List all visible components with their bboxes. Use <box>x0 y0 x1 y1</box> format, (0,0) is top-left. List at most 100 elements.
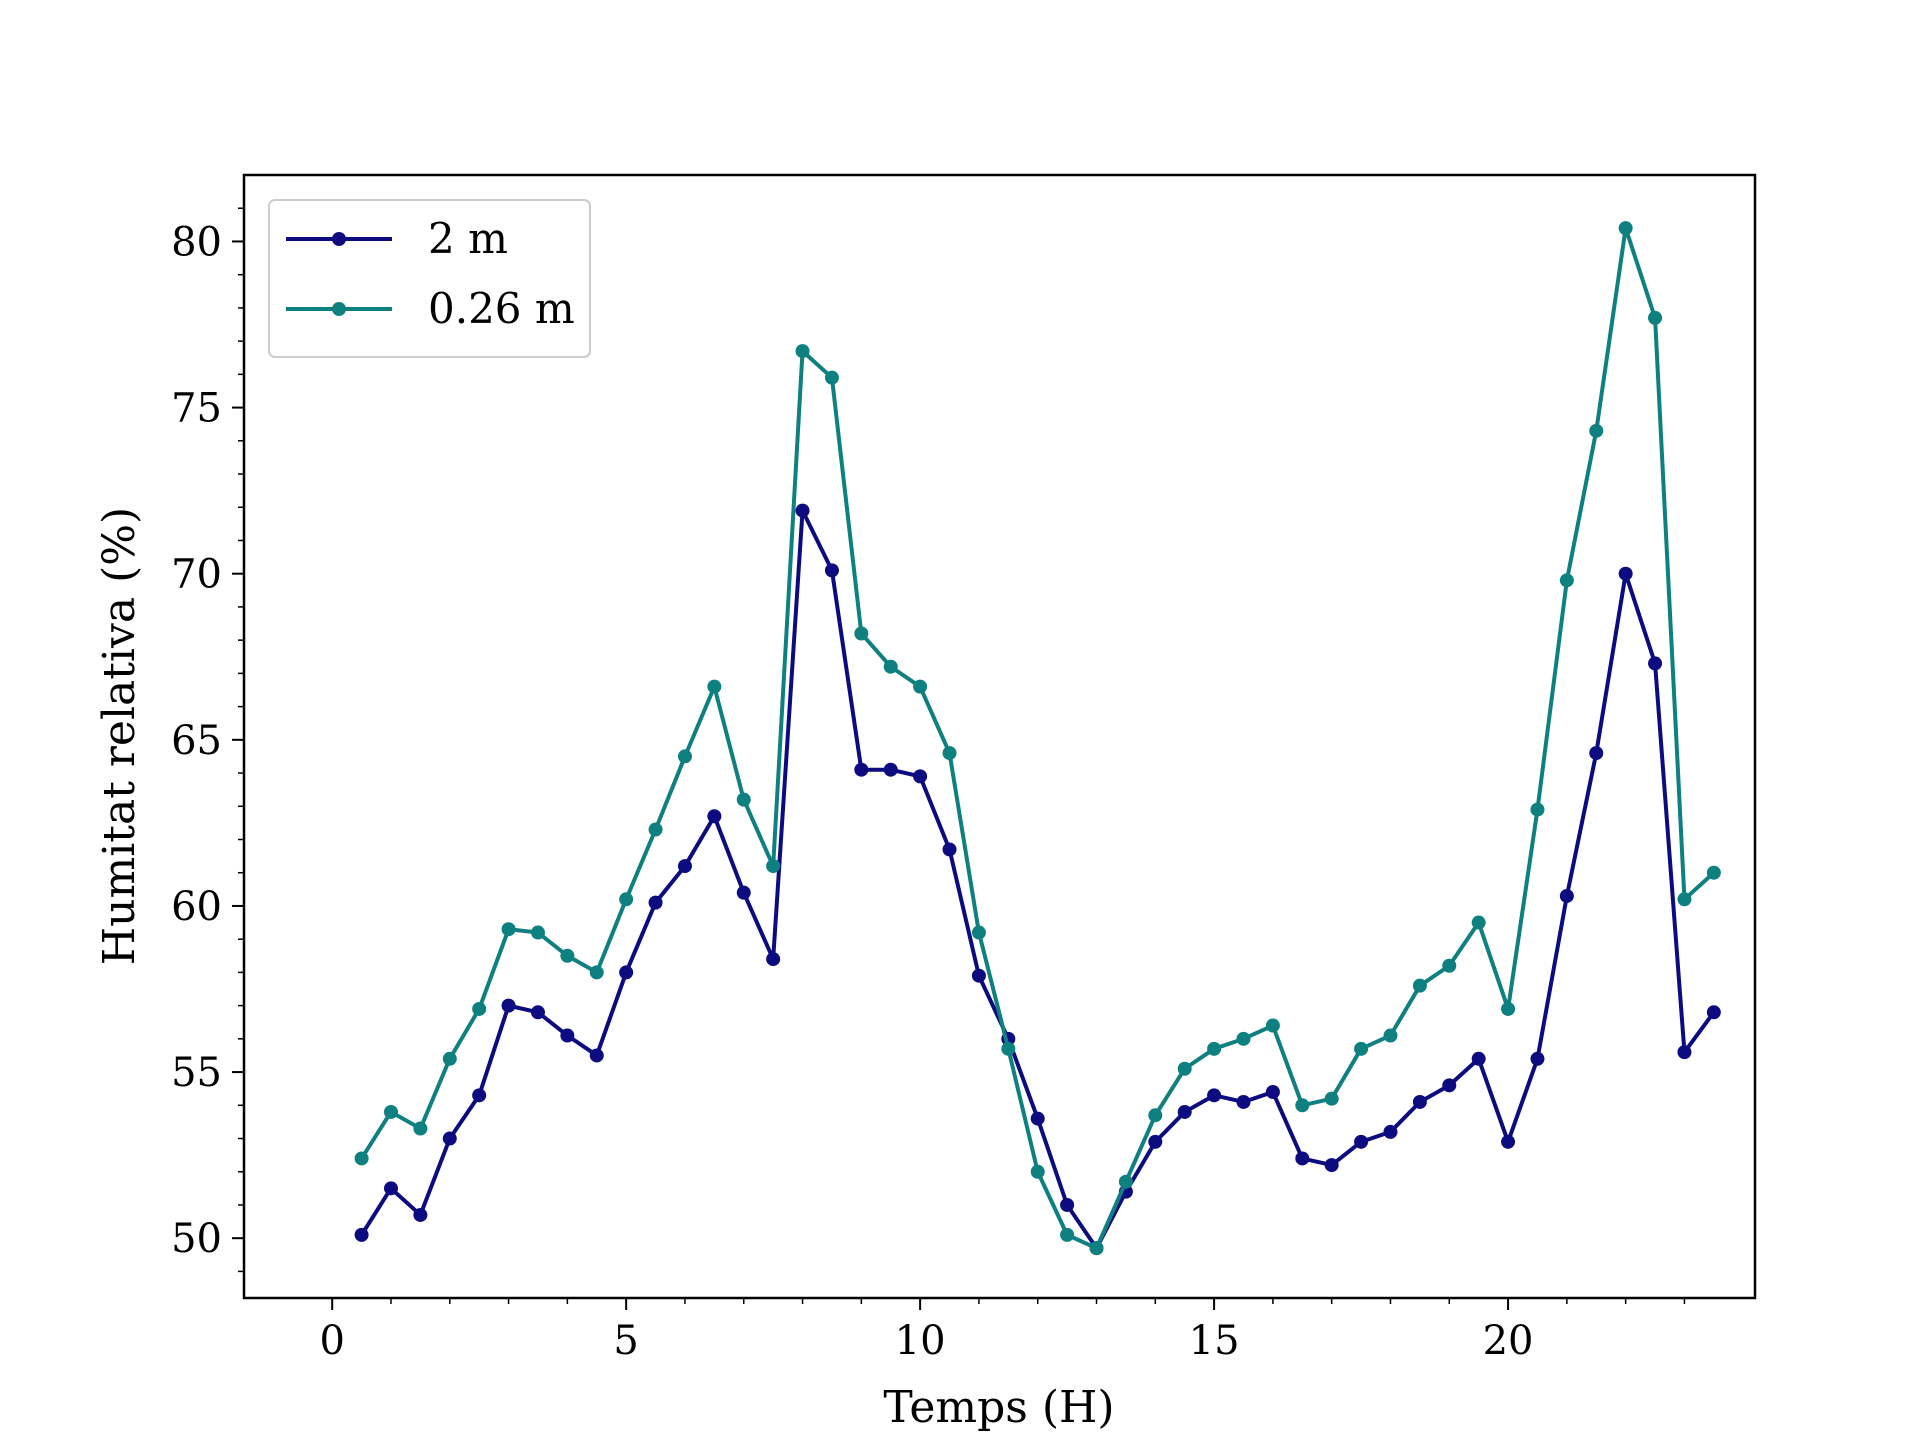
data-point <box>1471 915 1486 930</box>
data-point <box>971 925 986 940</box>
data-point <box>1324 1091 1339 1106</box>
data-point <box>1559 573 1574 588</box>
y-tick-label: 55 <box>171 1050 222 1096</box>
data-point <box>1060 1197 1075 1212</box>
data-point <box>1118 1174 1133 1189</box>
data-point <box>1177 1061 1192 1076</box>
data-point <box>824 370 839 385</box>
data-point <box>383 1181 398 1196</box>
data-point <box>942 842 957 857</box>
x-tick-label: 20 <box>1483 1318 1534 1364</box>
data-point <box>1618 221 1633 236</box>
data-point <box>383 1104 398 1119</box>
data-point <box>472 1001 487 1016</box>
data-point <box>1207 1088 1222 1103</box>
data-point <box>1559 888 1574 903</box>
data-point <box>619 965 634 980</box>
data-point <box>1706 865 1721 880</box>
data-point <box>971 968 986 983</box>
data-point <box>795 503 810 518</box>
data-point <box>560 1028 575 1043</box>
series-line <box>359 226 1716 1251</box>
y-tick-label: 60 <box>171 884 222 930</box>
data-point <box>1501 1134 1516 1149</box>
legend-marker-026m <box>332 302 346 316</box>
data-point <box>1030 1111 1045 1126</box>
data-point <box>1354 1134 1369 1149</box>
data-point <box>1324 1158 1339 1173</box>
data-point <box>1236 1031 1251 1046</box>
data-point <box>648 822 663 837</box>
data-point <box>1089 1241 1104 1256</box>
data-point <box>1001 1041 1016 1056</box>
data-point <box>766 859 781 874</box>
data-point <box>1295 1098 1310 1113</box>
data-point <box>1060 1227 1075 1242</box>
legend-label-026m: 0.26 m <box>428 284 575 333</box>
series-0 <box>354 503 1721 1256</box>
data-point <box>648 895 663 910</box>
data-point <box>1148 1108 1163 1123</box>
data-point <box>1354 1041 1369 1056</box>
data-point <box>530 1005 545 1020</box>
data-point <box>1471 1051 1486 1066</box>
data-point <box>1265 1018 1280 1033</box>
data-point <box>1501 1001 1516 1016</box>
data-point <box>619 892 634 907</box>
data-point <box>501 998 516 1013</box>
data-point <box>1648 310 1663 325</box>
data-point <box>1706 1005 1721 1020</box>
axis-ticks: 0 5 10 15 20 50 55 60 65 70 75 80 <box>171 207 1686 1364</box>
data-point <box>1383 1028 1398 1043</box>
data-point <box>736 792 751 807</box>
data-point <box>913 769 928 784</box>
data-point <box>472 1088 487 1103</box>
data-point <box>1442 958 1457 973</box>
data-point <box>736 885 751 900</box>
data-point <box>942 746 957 761</box>
data-point <box>413 1207 428 1222</box>
data-point <box>913 679 928 694</box>
data-point <box>883 659 898 674</box>
series-layer <box>354 221 1721 1256</box>
data-point <box>530 925 545 940</box>
data-point <box>1295 1151 1310 1166</box>
data-point <box>1177 1104 1192 1119</box>
data-point <box>354 1227 369 1242</box>
data-point <box>589 965 604 980</box>
data-point <box>413 1121 428 1136</box>
data-point <box>1589 746 1604 761</box>
data-point <box>1236 1094 1251 1109</box>
data-point <box>883 762 898 777</box>
data-point <box>501 922 516 937</box>
data-point <box>1530 802 1545 817</box>
data-point <box>766 952 781 967</box>
x-tick-label: 0 <box>319 1318 344 1364</box>
data-point <box>1677 1045 1692 1060</box>
data-point <box>442 1051 457 1066</box>
data-point <box>1442 1078 1457 1093</box>
data-point <box>560 948 575 963</box>
data-point <box>1412 978 1427 993</box>
series-1 <box>354 221 1721 1256</box>
data-point <box>1530 1051 1545 1066</box>
data-point <box>1618 566 1633 581</box>
y-axis-label: Humitat relativa (%) <box>94 507 145 965</box>
y-tick-label: 65 <box>171 718 222 764</box>
y-tick-label: 75 <box>171 386 222 432</box>
data-point <box>1265 1085 1280 1100</box>
data-point <box>1030 1164 1045 1179</box>
data-point <box>1648 656 1663 671</box>
data-point <box>1412 1094 1427 1109</box>
x-axis-label: Temps (H) <box>883 1382 1114 1433</box>
x-tick-label: 5 <box>613 1318 638 1364</box>
x-tick-label: 10 <box>895 1318 946 1364</box>
data-point <box>1677 892 1692 907</box>
legend: 2 m 0.26 m <box>268 199 591 358</box>
data-point <box>1383 1124 1398 1139</box>
x-tick-label: 15 <box>1189 1318 1240 1364</box>
y-tick-label: 70 <box>171 552 222 598</box>
data-point <box>1589 423 1604 438</box>
data-point <box>442 1131 457 1146</box>
